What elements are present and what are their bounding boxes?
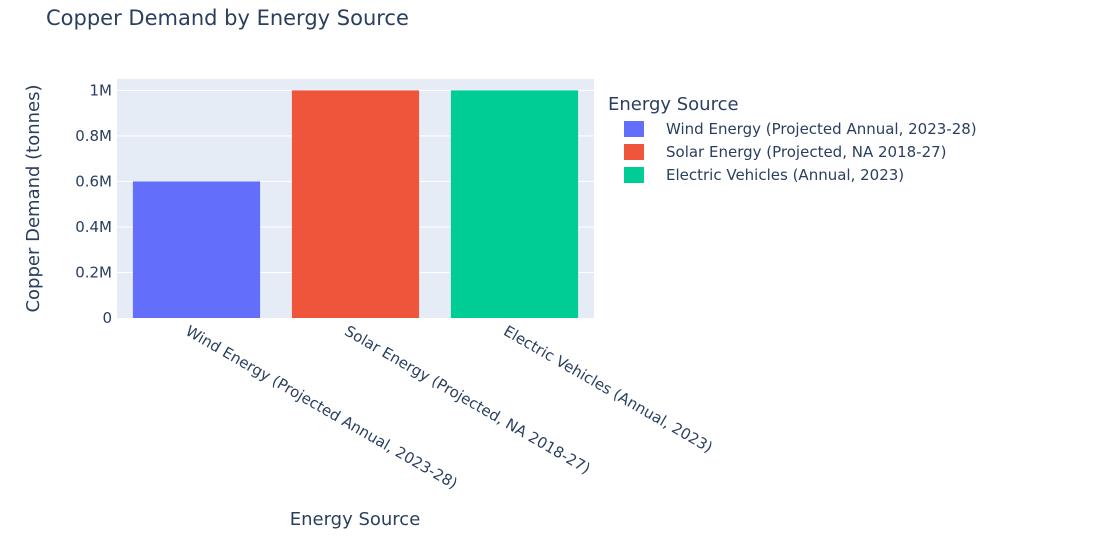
y-tick-label: 0.2M bbox=[75, 263, 112, 281]
x-tick-label: Wind Energy (Projected Annual, 2023-28) bbox=[183, 322, 461, 493]
legend-swatch bbox=[624, 144, 644, 160]
bar bbox=[291, 90, 420, 318]
legend-title: Energy Source bbox=[608, 94, 739, 115]
legend-swatch bbox=[624, 121, 644, 137]
chart-title: Copper Demand by Energy Source bbox=[46, 6, 409, 30]
x-tick-label: Solar Energy (Projected, NA 2018-27) bbox=[342, 322, 594, 478]
y-axis-ticks: 0 0.2M 0.4M 0.6M 0.8M 1M bbox=[75, 81, 112, 327]
bar bbox=[450, 90, 579, 318]
legend-swatch bbox=[624, 167, 644, 183]
y-tick-label: 0.6M bbox=[75, 172, 112, 190]
y-tick-label: 0 bbox=[102, 309, 112, 327]
x-axis-ticks: Wind Energy (Projected Annual, 2023-28)S… bbox=[183, 322, 716, 493]
legend-entry: Wind Energy (Projected Annual, 2023-28) bbox=[666, 120, 977, 138]
x-axis-title: Energy Source bbox=[290, 509, 421, 530]
y-axis-title: Copper Demand (tonnes) bbox=[23, 84, 44, 312]
bar bbox=[132, 181, 261, 318]
bars bbox=[132, 90, 579, 318]
legend-entry: Electric Vehicles (Annual, 2023) bbox=[666, 166, 904, 184]
legend-entry: Solar Energy (Projected, NA 2018-27) bbox=[666, 143, 947, 161]
legend: Energy Source Wind Energy (Projected Ann… bbox=[608, 94, 977, 184]
y-tick-label: 1M bbox=[90, 81, 113, 99]
y-tick-label: 0.8M bbox=[75, 127, 112, 145]
y-tick-label: 0.4M bbox=[75, 218, 112, 236]
